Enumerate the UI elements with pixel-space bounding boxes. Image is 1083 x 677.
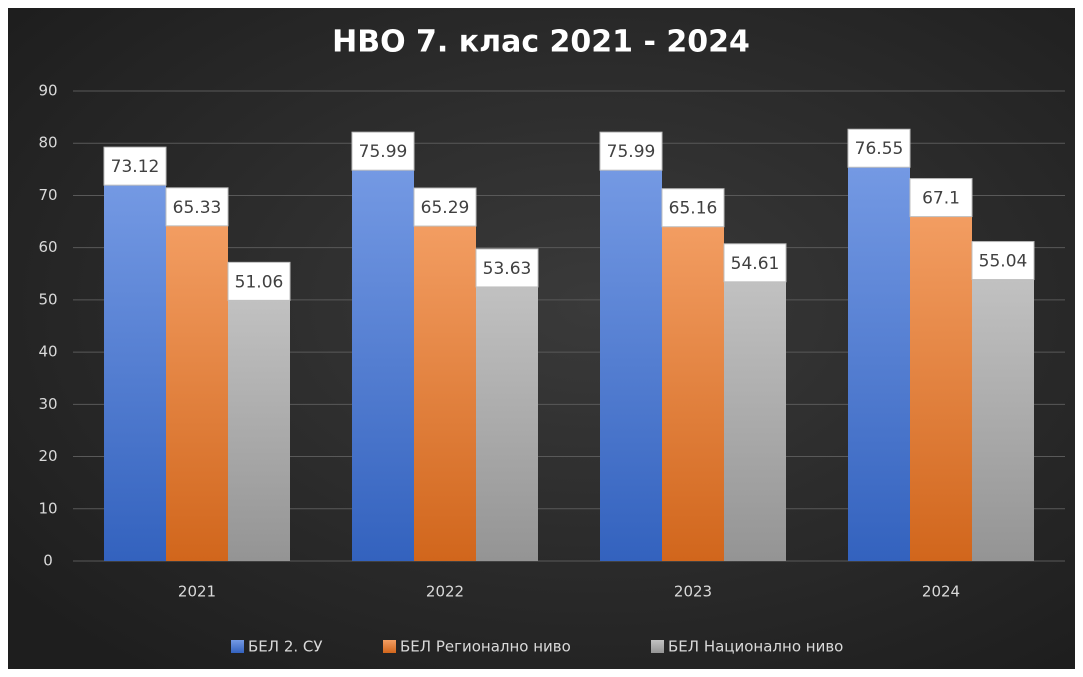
y-tick-label: 0: [43, 552, 53, 570]
bar: [724, 275, 786, 561]
data-label: 75.99: [359, 142, 408, 162]
legend-swatch: [651, 640, 664, 653]
bar: [104, 179, 166, 561]
legend-swatch: [383, 640, 396, 653]
bar: [848, 161, 910, 561]
bar: [414, 220, 476, 561]
data-label-box: [971, 241, 1035, 281]
data-label: 53.63: [483, 259, 532, 279]
bar: [600, 164, 662, 561]
y-tick-label: 20: [38, 447, 57, 465]
y-tick-label: 70: [38, 186, 57, 204]
y-tick-label: 30: [38, 395, 57, 413]
legend-label: БЕЛ Регионално ниво: [400, 638, 571, 656]
legend-swatch: [231, 640, 244, 653]
data-label: 76.55: [855, 139, 904, 159]
legend-label: БЕЛ Национално ниво: [668, 638, 843, 656]
data-label-box: [599, 131, 663, 171]
y-tick-label: 80: [38, 134, 57, 152]
x-tick-label: 2024: [922, 583, 960, 601]
x-tick-label: 2022: [426, 583, 464, 601]
data-label: 54.61: [731, 254, 780, 274]
chart-title: НВО 7. клас 2021 - 2024: [332, 25, 750, 60]
bar: [228, 294, 290, 561]
data-label-box: [475, 248, 539, 288]
data-label: 65.16: [669, 199, 718, 219]
data-label-box: [847, 128, 911, 168]
data-label-box: [909, 178, 973, 218]
x-tick-label: 2023: [674, 583, 712, 601]
y-tick-label: 90: [38, 82, 57, 100]
data-label-box: [351, 131, 415, 171]
data-label: 65.29: [421, 198, 470, 218]
bar: [972, 273, 1034, 561]
data-label: 73.12: [111, 157, 160, 177]
bar: [662, 220, 724, 561]
x-tick-label: 2021: [178, 583, 216, 601]
legend-label: БЕЛ 2. СУ: [248, 638, 323, 656]
y-tick-label: 60: [38, 238, 57, 256]
y-tick-label: 50: [38, 290, 57, 308]
data-label-box: [103, 146, 167, 186]
bar: [476, 280, 538, 561]
data-label-box: [165, 187, 229, 227]
data-label-box: [723, 243, 787, 283]
bar: [910, 210, 972, 562]
data-label-box: [413, 187, 477, 227]
data-label: 55.04: [979, 252, 1028, 272]
bar: [166, 219, 228, 562]
data-label-box: [227, 261, 291, 301]
data-label: 51.06: [235, 272, 284, 292]
data-label-box: [661, 188, 725, 228]
data-label: 75.99: [607, 142, 656, 162]
y-tick-label: 40: [38, 343, 57, 361]
data-label: 65.33: [173, 198, 222, 218]
bar: [352, 164, 414, 561]
data-label: 67.1: [922, 189, 960, 209]
y-tick-label: 10: [38, 499, 57, 517]
